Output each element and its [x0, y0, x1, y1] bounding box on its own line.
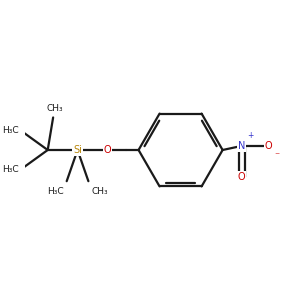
Text: O: O	[103, 145, 111, 155]
Text: O: O	[238, 172, 245, 182]
Text: H₃C: H₃C	[3, 165, 19, 174]
Text: CH₃: CH₃	[91, 187, 108, 196]
Text: CH₃: CH₃	[46, 104, 63, 113]
Text: ⁻: ⁻	[275, 151, 280, 161]
Text: H₃C: H₃C	[3, 126, 19, 135]
Text: +: +	[248, 131, 254, 140]
Text: N: N	[238, 141, 245, 151]
Text: Si: Si	[73, 145, 82, 155]
Text: H₃C: H₃C	[47, 187, 64, 196]
Text: O: O	[265, 141, 272, 151]
